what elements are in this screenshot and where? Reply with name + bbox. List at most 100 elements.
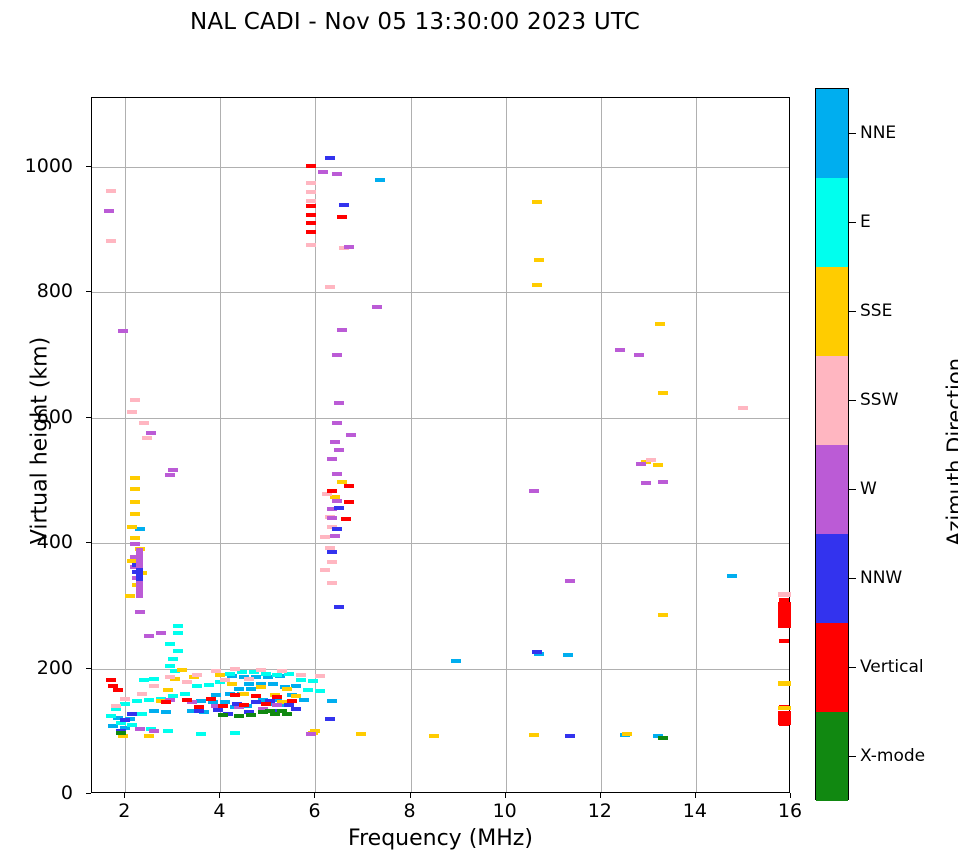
- data-point: [329, 494, 340, 499]
- data-point: [655, 321, 666, 326]
- data-point: [239, 691, 250, 696]
- data-point: [229, 692, 240, 697]
- gridline-vertical: [315, 98, 317, 792]
- x-axis-tick-label: 2: [118, 800, 131, 822]
- colorbar-band-nnw: [816, 534, 848, 623]
- data-point: [778, 597, 789, 602]
- data-point: [277, 700, 288, 705]
- data-point: [262, 675, 273, 680]
- page-title: NAL CADI - Nov 05 13:30:00 2023 UTC: [189, 9, 641, 35]
- colorbar-label-e: E: [860, 211, 871, 232]
- x-axis-tick: [409, 793, 411, 798]
- data-point: [129, 565, 140, 570]
- data-point: [317, 169, 328, 174]
- x-axis-title: Frequency (MHz): [348, 826, 533, 851]
- colorbar-tick: [849, 132, 856, 134]
- data-point: [120, 696, 131, 701]
- data-point: [129, 512, 140, 517]
- data-point: [258, 706, 269, 711]
- data-point: [331, 172, 342, 177]
- data-point: [336, 328, 347, 332]
- colorbar-label-nnw: NNW: [860, 567, 903, 588]
- data-point: [106, 188, 117, 193]
- data-point: [106, 677, 117, 682]
- data-point: [215, 672, 226, 677]
- colorbar-band-e: [816, 178, 848, 267]
- data-point: [172, 623, 183, 628]
- colorbar-title: Azimuth Direction: [943, 357, 958, 547]
- data-point: [146, 430, 157, 435]
- data-point: [196, 731, 207, 736]
- data-point: [291, 694, 302, 699]
- data-point: [270, 711, 281, 716]
- data-point: [117, 734, 128, 739]
- data-point-block: [777, 711, 791, 726]
- data-point: [657, 390, 668, 395]
- data-point: [372, 305, 383, 310]
- x-axis-tick: [694, 793, 696, 798]
- gridline-vertical: [600, 98, 602, 792]
- data-point: [272, 702, 283, 707]
- data-point: [193, 709, 204, 714]
- data-point: [186, 709, 197, 714]
- colorbar-tick: [849, 399, 856, 401]
- data-point: [341, 517, 352, 522]
- data-point: [298, 697, 309, 702]
- data-point: [196, 699, 207, 704]
- data-point: [167, 468, 178, 473]
- data-point: [146, 726, 157, 731]
- data-point: [106, 714, 117, 719]
- data-point: [255, 667, 266, 672]
- data-point: [210, 692, 221, 697]
- data-point: [167, 694, 178, 699]
- data-point: [220, 677, 231, 682]
- data-point: [296, 677, 307, 682]
- gridline-vertical: [220, 98, 222, 792]
- colorbar-tick: [849, 755, 856, 757]
- data-point: [125, 593, 136, 598]
- colorbar-band-nne: [816, 89, 848, 178]
- data-point: [657, 479, 668, 484]
- data-point: [286, 699, 297, 704]
- data-point: [167, 656, 178, 661]
- gridline-vertical: [695, 98, 697, 792]
- data-point: [210, 669, 221, 674]
- data-point: [324, 546, 335, 551]
- data-point: [327, 488, 338, 493]
- data-point: [258, 697, 269, 702]
- data-point: [208, 700, 219, 705]
- data-point: [260, 701, 271, 706]
- data-point: [258, 710, 269, 715]
- data-point: [355, 731, 366, 736]
- data-point: [165, 664, 176, 669]
- data-point: [291, 684, 302, 689]
- data-point: [144, 734, 155, 739]
- data-point: [343, 499, 354, 504]
- data-point: [155, 696, 166, 701]
- data-point: [134, 527, 145, 532]
- data-point: [148, 684, 159, 689]
- data-point: [327, 560, 338, 564]
- x-axis-tick-label: 6: [308, 800, 321, 822]
- data-point: [633, 353, 644, 358]
- data-point: [115, 730, 126, 735]
- data-point: [127, 409, 138, 414]
- colorbar-tick: [849, 577, 856, 579]
- y-axis-tick-label: 0: [60, 782, 73, 804]
- data-point: [329, 533, 340, 538]
- y-axis-tick: [86, 542, 91, 544]
- data-point: [134, 726, 145, 731]
- data-point: [531, 200, 542, 205]
- y-axis-tick: [86, 291, 91, 293]
- data-point: [224, 671, 235, 676]
- colorbar-band-x-mode: [816, 712, 848, 801]
- data-point: [281, 711, 292, 716]
- data-point: [331, 472, 342, 477]
- data-point: [329, 439, 340, 444]
- data-point: [652, 463, 663, 468]
- data-point: [155, 631, 166, 636]
- y-axis-tick: [86, 793, 91, 794]
- colorbar-band-w: [816, 445, 848, 534]
- gridline-vertical: [125, 98, 127, 792]
- data-point: [215, 680, 226, 685]
